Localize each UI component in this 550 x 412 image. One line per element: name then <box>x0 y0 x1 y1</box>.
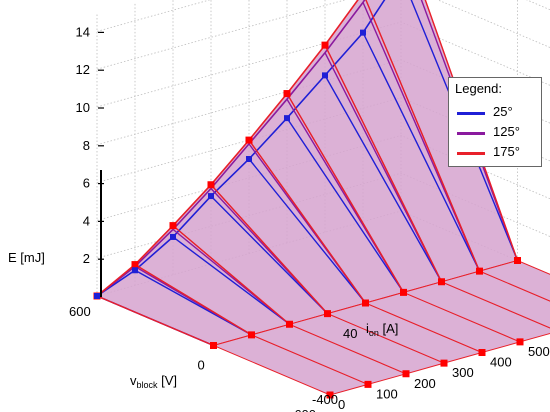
legend-label-175: 175° <box>493 144 520 159</box>
tick-layer: 2468101214010020030040050060070080040600… <box>69 24 550 412</box>
data-point-marker <box>286 320 293 328</box>
series-line-175 <box>248 139 367 304</box>
surface-patch <box>439 270 550 329</box>
v-tick-label: 0 <box>198 358 205 373</box>
marker-layer <box>93 29 524 399</box>
series-line-25 <box>210 195 328 315</box>
data-point-marker <box>207 181 215 189</box>
data-point-marker <box>170 233 176 240</box>
series-line-25 <box>172 236 290 325</box>
i-tick-label: 500 <box>528 344 550 359</box>
data-point-marker <box>284 115 290 122</box>
y-axis-label-unit: [A] <box>379 321 399 336</box>
data-point-marker <box>438 278 445 286</box>
y-axis-label: ion [A] <box>366 321 398 338</box>
z-tick-label: 2 <box>83 251 90 266</box>
series-line-25 <box>324 75 443 283</box>
data-point-marker <box>478 349 486 356</box>
grid-line <box>96 0 550 70</box>
legend-label-125: 125° <box>493 124 520 139</box>
legend: Legend: 25° 125° 175° <box>448 77 542 167</box>
series-line-175 <box>96 295 214 347</box>
data-point-marker <box>169 222 177 230</box>
series-line-175 <box>324 44 443 283</box>
x-axis-label-unit: [V] <box>158 373 178 388</box>
z-tick-label: 8 <box>83 138 90 153</box>
legend-title: Legend: <box>455 81 502 96</box>
legend-swatch-125 <box>457 132 485 135</box>
data-point-marker <box>324 310 331 318</box>
i-tick-label: 100 <box>376 386 398 401</box>
series-line-175 <box>210 184 329 315</box>
data-point-marker <box>402 370 410 378</box>
data-point-marker <box>248 331 255 339</box>
x-axis-label-sub: block <box>137 380 159 390</box>
data-point-marker <box>362 299 369 307</box>
data-point-marker <box>131 261 139 269</box>
data-point-marker <box>476 267 483 275</box>
v-tick-label: 600 <box>69 304 91 319</box>
series-line-25 <box>362 32 481 272</box>
data-point-marker <box>360 29 366 36</box>
y-axis-label-sub: on <box>369 328 379 338</box>
z-tick-label: 12 <box>76 62 90 77</box>
legend-item-125: 125° <box>457 123 539 143</box>
data-point-marker <box>246 156 252 162</box>
data-point-marker <box>208 193 214 200</box>
data-point-marker <box>283 90 291 98</box>
data-point-marker <box>514 257 521 264</box>
z-tick-label: 14 <box>76 24 90 39</box>
series-line-25 <box>286 117 405 293</box>
series-line-175 <box>365 0 481 272</box>
z-axis-label: E [mJ] <box>8 250 45 265</box>
y-axis-label-main: i <box>366 321 369 336</box>
legend-item-175: 175° <box>457 143 539 163</box>
data-point-marker <box>400 288 407 296</box>
x-axis-label-main: v <box>130 373 137 388</box>
z-tick-label: 10 <box>76 100 90 115</box>
surface-patch <box>477 259 550 302</box>
surface-layer <box>96 0 550 396</box>
i-tick-label: 400 <box>490 355 512 370</box>
data-point-marker <box>132 267 138 274</box>
legend-swatch-25 <box>457 112 485 115</box>
data-point-marker <box>321 41 329 49</box>
legend-swatch-175 <box>457 152 485 155</box>
data-point-marker <box>364 380 372 388</box>
x-axis-label: vblock [V] <box>130 373 177 390</box>
grid-line <box>96 0 550 32</box>
surface-patch <box>401 281 550 343</box>
data-point-marker <box>322 72 328 79</box>
legend-item-25: 25° <box>457 103 539 123</box>
data-point-marker <box>440 359 448 367</box>
legend-label-25: 25° <box>493 104 513 119</box>
data-point-marker <box>245 136 253 144</box>
i-tick-label: 200 <box>414 376 436 391</box>
series-line-25 <box>248 158 367 304</box>
v-tick-label: -600 <box>290 407 316 412</box>
i-tick-label: 0 <box>338 397 345 412</box>
data-point-marker <box>326 391 334 399</box>
data-point-marker <box>210 342 217 349</box>
z-tick-label: 6 <box>83 176 90 191</box>
series-line-175 <box>286 93 405 293</box>
series-line-175 <box>134 263 252 336</box>
i-tick-label: 300 <box>452 365 474 380</box>
z-tick-label: 4 <box>83 213 90 228</box>
data-point-marker <box>516 338 524 346</box>
data-point-marker <box>94 293 100 299</box>
i-tick-label: 40 <box>343 326 357 341</box>
v-tick-label: -400 <box>312 392 338 407</box>
series-line-175 <box>172 225 290 325</box>
